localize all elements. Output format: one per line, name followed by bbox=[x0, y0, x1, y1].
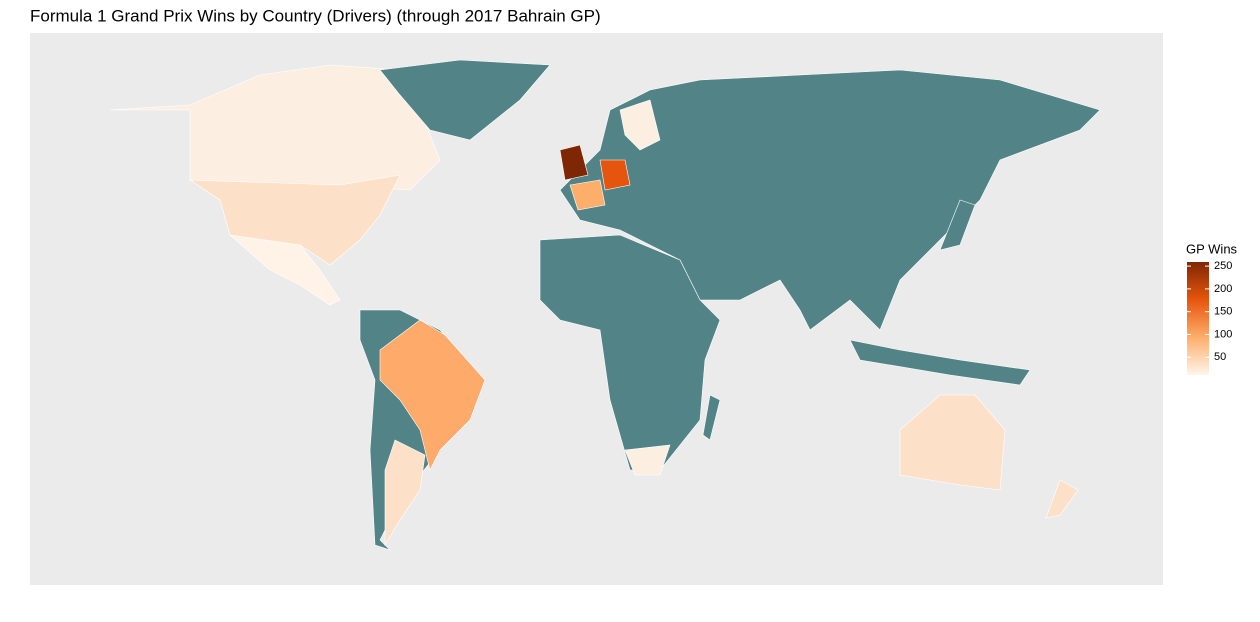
country bbox=[229, 234, 341, 306]
country bbox=[702, 394, 721, 441]
legend-tick-label: 100 bbox=[1214, 328, 1232, 340]
country bbox=[384, 439, 426, 547]
country bbox=[1045, 479, 1079, 519]
country bbox=[569, 179, 606, 211]
country bbox=[379, 59, 551, 141]
country bbox=[899, 394, 1006, 491]
world-map bbox=[109, 59, 1101, 551]
country bbox=[539, 234, 721, 471]
country bbox=[559, 144, 589, 181]
country bbox=[188, 174, 401, 266]
country bbox=[619, 99, 661, 151]
country bbox=[624, 444, 671, 476]
legend-tick-label: 150 bbox=[1214, 306, 1232, 318]
chart-title: Formula 1 Grand Prix Wins by Country (Dr… bbox=[30, 6, 601, 25]
legend-tick-label: 200 bbox=[1214, 283, 1232, 295]
legend-tick-label: 50 bbox=[1214, 351, 1226, 363]
legend-tick-label: 250 bbox=[1214, 260, 1232, 272]
country bbox=[599, 159, 631, 191]
legend-title: GP Wins bbox=[1186, 241, 1238, 256]
color-bar bbox=[1187, 262, 1209, 375]
country bbox=[849, 339, 1031, 386]
country bbox=[939, 199, 976, 251]
country bbox=[379, 319, 486, 471]
